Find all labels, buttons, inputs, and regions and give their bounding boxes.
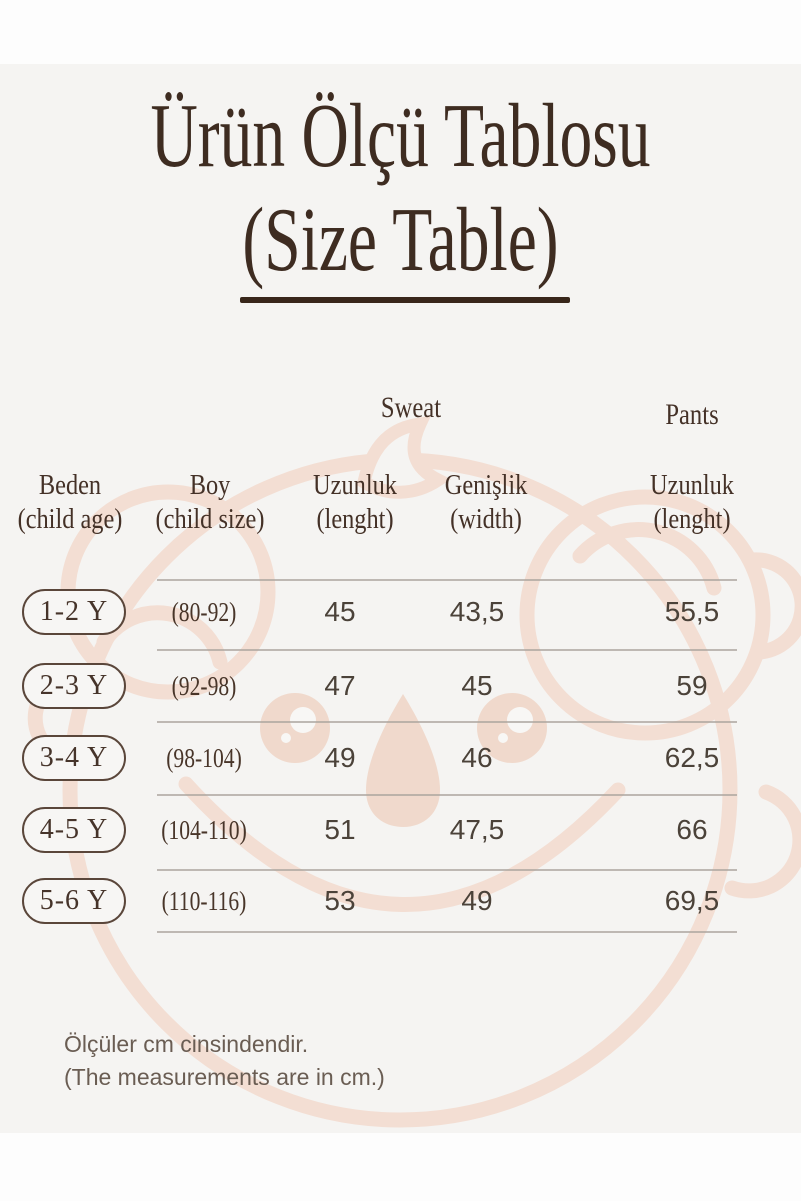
row-divider bbox=[157, 931, 737, 933]
footnote-turkish: Ölçüler cm cinsindendir. bbox=[64, 1031, 309, 1057]
koala-head bbox=[62, 452, 738, 1128]
age-badge: 1-2 Y bbox=[22, 589, 126, 635]
page-subtitle: (Size Table) bbox=[242, 189, 559, 290]
sweat-length-cell: 49 bbox=[324, 742, 356, 773]
age-badge: 2-3 Y bbox=[22, 663, 126, 709]
column-header-line2: (lenght) bbox=[653, 503, 731, 535]
column-header-beden: Beden (child age) bbox=[7, 468, 133, 538]
pants-length-cell: 69,5 bbox=[664, 885, 720, 916]
sweat-length-cell: 53 bbox=[324, 885, 356, 916]
koala-right-eye-highlight bbox=[507, 707, 533, 733]
sweat-length-cell: 45 bbox=[324, 596, 356, 627]
koala-left-eye-highlight bbox=[290, 707, 316, 733]
column-header-line2: (child size) bbox=[155, 503, 265, 535]
sweat-width-cell: 43,5 bbox=[449, 596, 505, 627]
sweat-width-cell: 49 bbox=[461, 885, 493, 916]
sweat-width-cell: 47,5 bbox=[449, 814, 505, 845]
age-badge: 3-4 Y bbox=[22, 735, 126, 781]
size-range-cell: (104-110) bbox=[161, 815, 247, 845]
pants-length-cell: 55,5 bbox=[664, 596, 720, 627]
pants-length-cell: 66 bbox=[676, 814, 708, 845]
size-table-card: Ürün Ölçü Tablosu (Size Table) Sweat Pan… bbox=[0, 64, 801, 1133]
size-range-cell: (92-98) bbox=[171, 671, 237, 701]
size-range-cell: (110-116) bbox=[161, 886, 247, 916]
pants-length-cell: 59 bbox=[676, 670, 708, 701]
column-header-pants-length: Uzunluk (lenght) bbox=[642, 468, 743, 538]
age-badge: 4-5 Y bbox=[22, 807, 126, 853]
footnote-english: (The measurements are in cm.) bbox=[64, 1064, 385, 1090]
row-divider bbox=[157, 869, 737, 871]
title-underline bbox=[240, 297, 570, 303]
column-header-line1: Uzunluk bbox=[650, 469, 734, 501]
koala-right-fluff-upper bbox=[744, 552, 801, 660]
column-header-line1: Uzunluk bbox=[313, 469, 397, 501]
row-divider bbox=[157, 649, 737, 651]
column-header-line1: Beden bbox=[38, 469, 102, 501]
row-divider bbox=[157, 721, 737, 723]
group-header-sweat: Sweat bbox=[380, 391, 442, 424]
column-header-sweat-length: Uzunluk (lenght) bbox=[305, 468, 406, 538]
group-header-pants: Pants bbox=[665, 398, 719, 431]
row-divider bbox=[157, 794, 737, 796]
age-badge: 5-6 Y bbox=[22, 878, 126, 924]
column-header-line1: Boy bbox=[189, 469, 231, 501]
size-range-cell: (80-92) bbox=[171, 597, 237, 627]
column-header-line2: (width) bbox=[450, 503, 522, 535]
sweat-width-cell: 45 bbox=[461, 670, 493, 701]
column-header-boy: Boy (child size) bbox=[147, 468, 273, 538]
row-divider bbox=[157, 579, 737, 581]
column-header-sweat-width: Genişlik (width) bbox=[436, 468, 537, 538]
sweat-width-cell: 46 bbox=[461, 742, 493, 773]
column-header-line1: Genişlik bbox=[444, 469, 528, 501]
sweat-length-cell: 51 bbox=[324, 814, 356, 845]
column-header-line2: (lenght) bbox=[316, 503, 394, 535]
pants-length-cell: 62,5 bbox=[664, 742, 720, 773]
size-range-cell: (98-104) bbox=[166, 743, 242, 773]
column-header-line2: (child age) bbox=[17, 503, 123, 535]
page-title: Ürün Ölçü Tablosu bbox=[150, 85, 651, 186]
sweat-length-cell: 47 bbox=[324, 670, 356, 701]
